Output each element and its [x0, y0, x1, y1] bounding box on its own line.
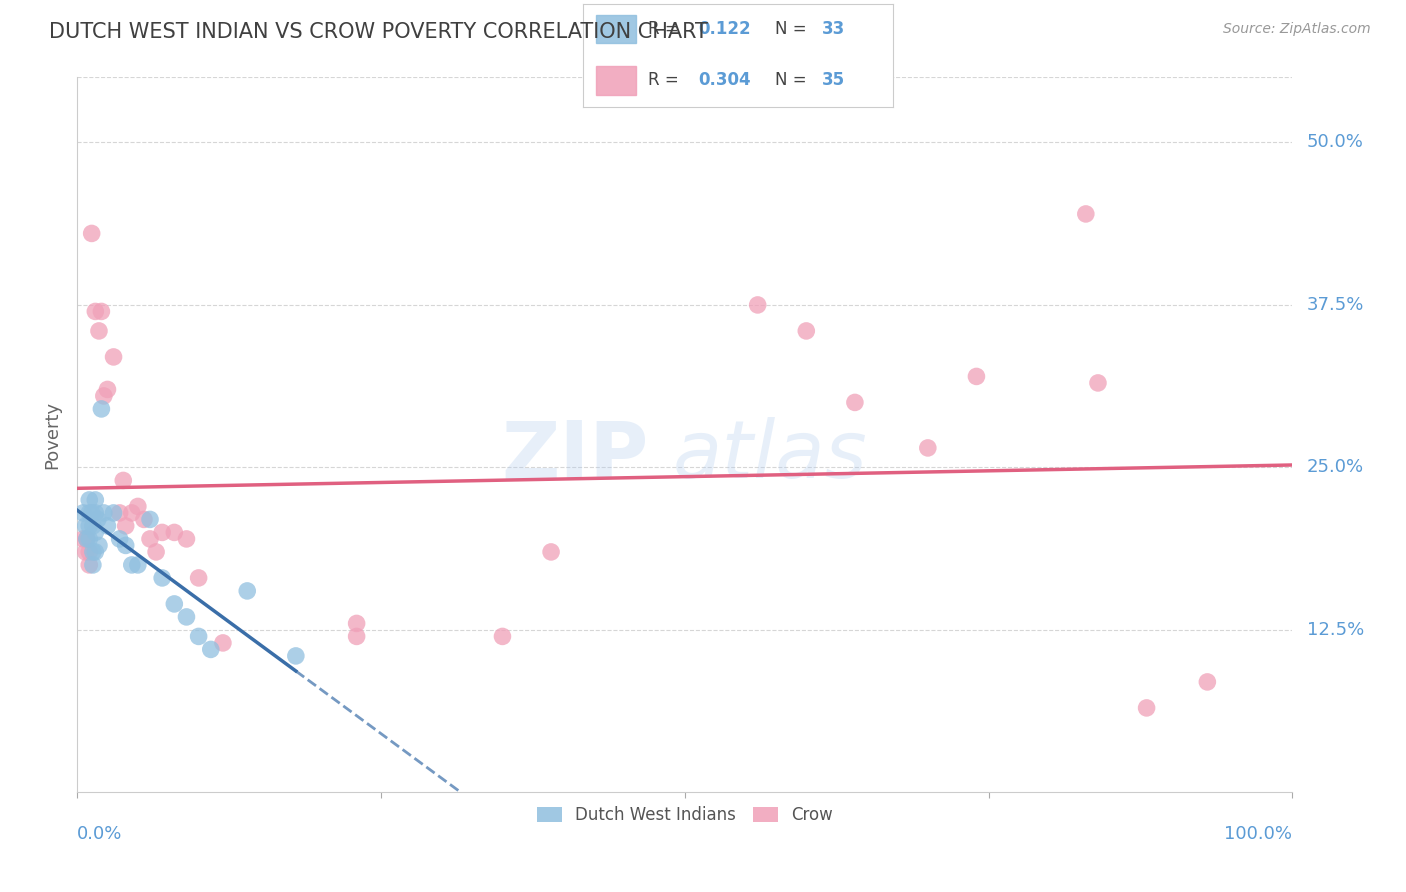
Point — [93, 389, 115, 403]
Point — [121, 558, 143, 572]
Point — [77, 519, 100, 533]
Text: N =: N = — [775, 21, 807, 38]
Text: DUTCH WEST INDIAN VS CROW POVERTY CORRELATION CHART: DUTCH WEST INDIAN VS CROW POVERTY CORREL… — [49, 22, 709, 42]
Point — [114, 538, 136, 552]
Point — [77, 492, 100, 507]
Text: 12.5%: 12.5% — [1308, 621, 1364, 639]
Point — [114, 519, 136, 533]
Text: R =: R = — [648, 71, 679, 89]
Point — [132, 512, 155, 526]
Text: 0.304: 0.304 — [697, 71, 751, 89]
Point — [139, 512, 162, 526]
Point — [346, 629, 368, 643]
Point — [96, 383, 118, 397]
Point — [84, 545, 107, 559]
Point — [150, 525, 173, 540]
Point — [82, 545, 104, 559]
Point — [176, 610, 198, 624]
Text: R =: R = — [648, 21, 679, 38]
Text: N =: N = — [775, 71, 807, 89]
Point — [200, 642, 222, 657]
Point — [965, 369, 987, 384]
Point — [96, 519, 118, 533]
Point — [77, 506, 100, 520]
Point — [76, 532, 98, 546]
Point — [121, 506, 143, 520]
Point — [108, 532, 131, 546]
Text: 37.5%: 37.5% — [1308, 296, 1364, 314]
Point — [90, 304, 112, 318]
Point — [108, 506, 131, 520]
Point — [87, 324, 110, 338]
Text: Source: ZipAtlas.com: Source: ZipAtlas.com — [1223, 22, 1371, 37]
Point — [77, 558, 100, 572]
Point — [1197, 674, 1219, 689]
Point — [72, 532, 94, 546]
Point — [1074, 207, 1097, 221]
Point — [93, 506, 115, 520]
Point — [84, 304, 107, 318]
Point — [127, 558, 149, 572]
Point — [112, 474, 135, 488]
Point — [844, 395, 866, 409]
Text: 35: 35 — [821, 71, 845, 89]
Point — [82, 519, 104, 533]
Point — [127, 500, 149, 514]
Legend: Dutch West Indians, Crow: Dutch West Indians, Crow — [530, 799, 839, 830]
Point — [84, 492, 107, 507]
Point — [150, 571, 173, 585]
Point — [212, 636, 235, 650]
Point — [87, 538, 110, 552]
Point — [917, 441, 939, 455]
Point — [747, 298, 769, 312]
Point — [139, 532, 162, 546]
Text: 0.122: 0.122 — [697, 21, 751, 38]
Point — [84, 506, 107, 520]
Point — [284, 648, 307, 663]
Point — [80, 227, 103, 241]
Bar — [596, 14, 636, 44]
Point — [1135, 701, 1157, 715]
Text: 33: 33 — [821, 21, 845, 38]
Text: 0.0%: 0.0% — [77, 824, 122, 843]
Point — [80, 506, 103, 520]
Point — [187, 629, 209, 643]
Text: 100.0%: 100.0% — [1225, 824, 1292, 843]
Point — [77, 545, 100, 559]
Point — [103, 350, 125, 364]
Point — [236, 583, 259, 598]
Point — [1087, 376, 1109, 390]
Y-axis label: Poverty: Poverty — [44, 401, 60, 469]
Point — [90, 401, 112, 416]
Point — [346, 616, 368, 631]
Point — [176, 532, 198, 546]
Text: 50.0%: 50.0% — [1308, 134, 1364, 152]
Point — [163, 597, 186, 611]
Point — [84, 525, 107, 540]
Point — [163, 525, 186, 540]
Point — [103, 506, 125, 520]
Point — [76, 532, 98, 546]
Point — [82, 558, 104, 572]
Text: ZIP: ZIP — [501, 417, 648, 495]
Point — [540, 545, 562, 559]
Bar — [596, 66, 636, 95]
Text: 25.0%: 25.0% — [1308, 458, 1364, 476]
Point — [75, 545, 97, 559]
Point — [75, 519, 97, 533]
Point — [187, 571, 209, 585]
Point — [491, 629, 513, 643]
Point — [145, 545, 167, 559]
Point — [87, 512, 110, 526]
Text: atlas: atlas — [672, 417, 868, 495]
Point — [77, 532, 100, 546]
Point — [794, 324, 817, 338]
Point — [72, 506, 94, 520]
